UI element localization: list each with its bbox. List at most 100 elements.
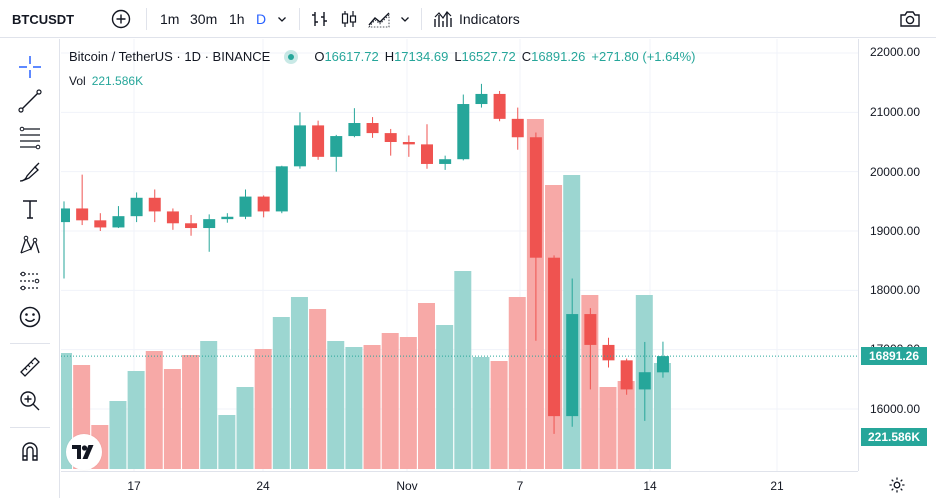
price-tick-label: 16000.00 <box>869 402 920 416</box>
candlestick-chart[interactable] <box>61 39 858 471</box>
indicators-button[interactable]: Indicators <box>433 0 520 38</box>
fib-retracement-tool-button[interactable] <box>14 121 46 153</box>
trend-line-tool-button[interactable] <box>14 85 46 117</box>
symbol-search-button[interactable]: BTCUSDT <box>12 11 75 27</box>
candle-body <box>584 314 597 345</box>
candle-body <box>457 104 470 160</box>
forecast-tool-button[interactable] <box>14 265 46 297</box>
volume-bar <box>599 387 617 469</box>
market-status-icon <box>284 49 299 64</box>
fib-levels-icon <box>19 126 41 150</box>
toolbar-divider <box>299 8 300 30</box>
legend-change-value: +271.80 (+1.64%) <box>591 49 696 64</box>
text-tool-button[interactable] <box>14 193 46 225</box>
interval-d-button[interactable]: D <box>256 11 267 27</box>
zoom-in-tool-button[interactable] <box>14 385 46 417</box>
tradingview-logo-icon <box>72 445 94 459</box>
text-icon <box>23 200 37 219</box>
volume-bar <box>145 351 163 469</box>
candle-body <box>402 142 415 145</box>
price-tick-label: 21000.00 <box>869 105 920 119</box>
candle-chart-type-button[interactable] <box>339 0 359 38</box>
volume-bar <box>327 341 345 469</box>
candle-body <box>76 208 89 221</box>
legend-high-value: 17134.69 <box>394 49 449 64</box>
price-tick-label: 20000.00 <box>869 165 920 179</box>
prediction-icon <box>20 271 40 291</box>
snapshot-button[interactable] <box>898 0 922 38</box>
brush-icon <box>19 162 40 182</box>
volume-bar <box>163 369 181 469</box>
candle-body <box>239 196 252 217</box>
candle-body <box>493 93 506 119</box>
candle-body <box>221 216 234 220</box>
volume-bar <box>436 325 454 469</box>
volume-bar <box>309 309 327 469</box>
candle-body <box>656 356 669 373</box>
interval-30m-button[interactable]: 30m <box>190 11 218 27</box>
volume-bar <box>290 297 308 469</box>
price-tick-label: 19000.00 <box>869 224 920 238</box>
interval-1m-button[interactable]: 1m <box>160 11 180 27</box>
gear-icon <box>889 477 905 493</box>
candle-body <box>257 196 270 212</box>
volume-legend: Vol 221.586K <box>69 74 143 88</box>
time-tick-label: 24 <box>256 479 270 493</box>
legend-symbol-title: Bitcoin / TetherUS · 1D · BINANCE <box>69 49 271 64</box>
chart-legend: Bitcoin / TetherUS · 1D · BINANCE O 16617… <box>69 49 695 64</box>
volume-bar <box>345 347 363 469</box>
price-scale[interactable]: 22000.00 21000.00 20000.00 19000.00 1800… <box>858 39 936 471</box>
last-price-tag: 16891.26 <box>861 347 927 365</box>
bar-chart-type-button[interactable] <box>310 0 330 38</box>
compare-symbol-button[interactable] <box>110 0 132 38</box>
time-tick-label: 17 <box>127 479 141 493</box>
volume-label: Vol <box>69 74 86 88</box>
time-scale[interactable]: 17 24 Nov 7 14 21 <box>61 471 858 498</box>
candle-body <box>529 137 542 258</box>
volume-bar <box>363 345 381 469</box>
tradingview-logo[interactable] <box>66 434 102 470</box>
plus-circle-icon <box>111 9 131 29</box>
interval-1h-button[interactable]: 1h <box>229 11 245 27</box>
chart-type-dropdown-button[interactable] <box>399 0 411 38</box>
candle-body <box>511 118 524 138</box>
measure-tool-button[interactable] <box>14 351 46 383</box>
toolbar-divider <box>146 8 147 30</box>
time-tick-label: Nov <box>396 479 418 493</box>
camera-icon <box>900 11 920 27</box>
volume-bar <box>127 371 145 469</box>
volume-bar <box>617 381 635 469</box>
ruler-icon <box>20 357 40 377</box>
volume-bar <box>418 303 435 469</box>
price-tick-label: 18000.00 <box>869 283 920 297</box>
volume-bar <box>236 387 254 469</box>
candle-body <box>330 136 343 157</box>
candle-body <box>293 125 306 167</box>
brush-tool-button[interactable] <box>14 157 46 189</box>
volume-bar <box>272 317 290 469</box>
candle-body <box>548 257 561 417</box>
price-tick-label: 22000.00 <box>869 45 920 59</box>
volume-bar <box>254 349 272 469</box>
chevron-down-icon <box>278 17 286 22</box>
smiley-icon <box>19 306 41 328</box>
candle-body <box>275 166 288 212</box>
candles-icon <box>341 11 357 27</box>
interval-dropdown-button[interactable] <box>276 0 288 38</box>
pattern-tool-button[interactable] <box>14 229 46 261</box>
icon-tool-button[interactable] <box>14 301 46 333</box>
area-chart-type-button[interactable] <box>367 0 391 38</box>
chart-pane[interactable] <box>61 39 858 471</box>
crosshair-tool-button[interactable] <box>14 51 46 83</box>
chart-settings-button[interactable] <box>886 474 908 496</box>
zoom-in-icon <box>20 391 40 411</box>
candle-body <box>166 211 179 224</box>
magnet-mode-button[interactable] <box>14 435 46 467</box>
volume-bar <box>381 333 399 469</box>
time-tick-label: 7 <box>516 479 524 493</box>
volume-bar <box>200 341 218 469</box>
chevron-down-icon <box>401 17 409 22</box>
volume-bar <box>61 353 72 469</box>
top-toolbar: BTCUSDT 1m 30m 1h D Indicators <box>0 0 936 38</box>
indicators-icon <box>434 11 452 27</box>
